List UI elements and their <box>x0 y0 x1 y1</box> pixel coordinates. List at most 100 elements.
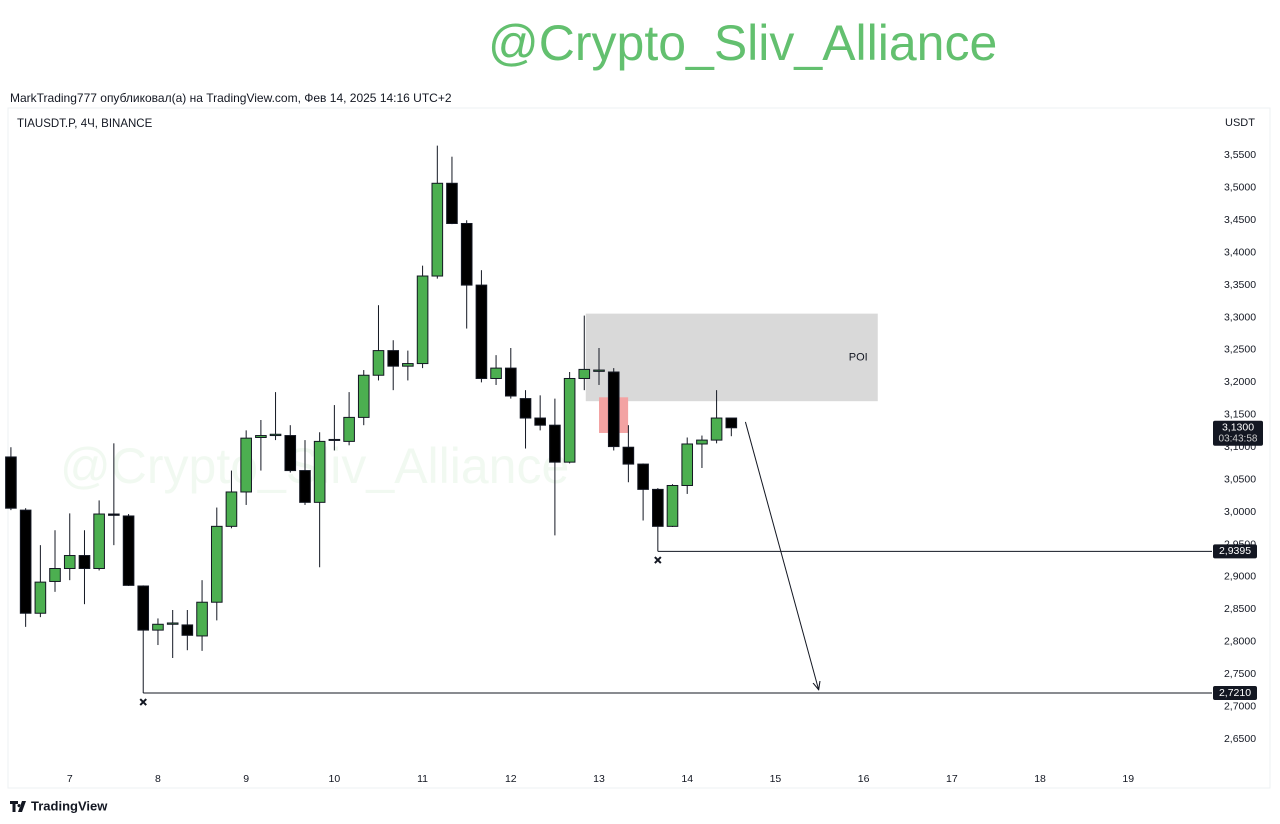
candle-body <box>534 417 546 426</box>
currency: USDT <box>1225 117 1255 129</box>
cross-marker <box>654 556 662 564</box>
y-tick-label: 3,4000 <box>1224 246 1256 258</box>
candle-body <box>490 367 502 379</box>
zone <box>585 313 878 402</box>
candle-body <box>328 438 341 441</box>
y-tick-label: 3,1500 <box>1224 409 1256 421</box>
candle-body <box>725 417 738 429</box>
candle-body <box>593 369 605 372</box>
candle-body <box>210 525 223 603</box>
candle-body <box>240 437 252 493</box>
tv-logo <box>10 801 26 812</box>
candle-body <box>710 417 723 441</box>
candle-body <box>357 374 370 418</box>
plot: 2,65002,70002,75002,80002,85002,90002,95… <box>5 145 1263 788</box>
y-tick-label: 2,6500 <box>1224 733 1256 745</box>
candle-body <box>681 443 694 486</box>
y-tick-label: 3,2500 <box>1224 344 1256 356</box>
channel-watermark: @Crypto_Sliv_Alliance <box>488 15 997 71</box>
candle-body <box>313 440 326 503</box>
y-tick-label: 3,5500 <box>1224 149 1256 161</box>
candle-body <box>19 509 32 614</box>
candle-body <box>460 222 473 286</box>
candle-body <box>549 424 561 463</box>
chart-frame <box>7 107 1271 789</box>
x-tick-label: 10 <box>329 773 341 785</box>
candle-body <box>416 275 429 365</box>
candle-body <box>578 368 591 379</box>
candle-body <box>475 284 488 379</box>
candle-body <box>622 446 635 465</box>
candle-body <box>607 371 620 448</box>
price-tag <box>1213 420 1263 446</box>
y-tick-label: 3,3000 <box>1224 311 1256 323</box>
candle-body <box>519 398 532 419</box>
candle-body <box>637 463 649 490</box>
y-tick-label: 2,9000 <box>1224 571 1256 583</box>
candle-body <box>446 182 458 224</box>
candle-body <box>372 350 385 376</box>
author-line: MarkTrading777 опубликовал(а) на Trading… <box>10 91 452 105</box>
candle-body <box>49 568 61 582</box>
candle-body <box>563 377 576 463</box>
x-tick-label: 18 <box>1034 773 1046 785</box>
x-tick-label: 9 <box>243 773 249 785</box>
y-tick-label: 2,7000 <box>1224 700 1256 712</box>
candle-body <box>137 585 150 631</box>
level-tag <box>1213 544 1257 559</box>
candle-body <box>5 456 17 509</box>
x-tick-label: 14 <box>681 773 693 785</box>
y-tick-label: 3,0000 <box>1224 506 1256 518</box>
x-tick-label: 17 <box>946 773 958 785</box>
candle-body <box>284 435 297 472</box>
level-tag <box>1213 686 1257 701</box>
candle-body <box>696 439 708 445</box>
x-tick-label: 15 <box>770 773 782 785</box>
y-tick-label: 3,5000 <box>1224 182 1256 194</box>
candle-body <box>196 601 208 637</box>
x-tick-label: 11 <box>417 773 428 785</box>
candle-body <box>166 622 179 625</box>
zone-label: POI <box>849 351 868 363</box>
x-tick-label: 19 <box>1122 773 1134 785</box>
x-tick-label: 12 <box>505 773 517 785</box>
candle-body <box>402 363 414 367</box>
cross-marker <box>139 698 147 706</box>
candle-body <box>431 182 444 277</box>
candle-body <box>63 555 76 570</box>
candle-body <box>152 623 164 631</box>
x-tick-label: 13 <box>593 773 605 785</box>
y-tick-label: 3,4500 <box>1224 214 1256 226</box>
price-label: 3,1300 <box>1222 422 1254 434</box>
candle-body <box>108 513 120 516</box>
candle-body <box>504 367 517 397</box>
candle-body <box>181 624 194 636</box>
candle-body <box>78 555 91 570</box>
price-timer: 03:43:58 <box>1219 433 1258 444</box>
candle-body <box>343 416 355 442</box>
x-tick-label: 8 <box>155 773 161 785</box>
candle-body <box>269 433 282 437</box>
candle-body <box>387 350 400 367</box>
y-tick-label: 2,8500 <box>1224 603 1256 615</box>
y-tick-label: 2,7500 <box>1224 668 1256 680</box>
y-tick-label: 3,0500 <box>1224 473 1256 485</box>
y-tick-label: 3,2000 <box>1224 376 1256 388</box>
candle-body <box>299 470 311 503</box>
candle-body <box>34 581 47 614</box>
y-tick-label: 3,3500 <box>1224 279 1256 291</box>
level-label: 2,7210 <box>1219 687 1251 699</box>
candle-body <box>93 513 105 570</box>
candle-body <box>666 484 679 527</box>
candle-body <box>122 515 135 586</box>
candle-body <box>652 488 664 527</box>
x-tick-label: 7 <box>67 773 73 785</box>
y-tick-label: 2,8000 <box>1224 636 1256 648</box>
level-label: 2,9395 <box>1219 545 1251 557</box>
x-tick-label: 16 <box>858 773 870 785</box>
brand: TradingView <box>31 798 108 813</box>
symbol: TIAUSDT.P, 4Ч, BINANCE <box>17 118 153 130</box>
candle-body <box>225 491 238 527</box>
